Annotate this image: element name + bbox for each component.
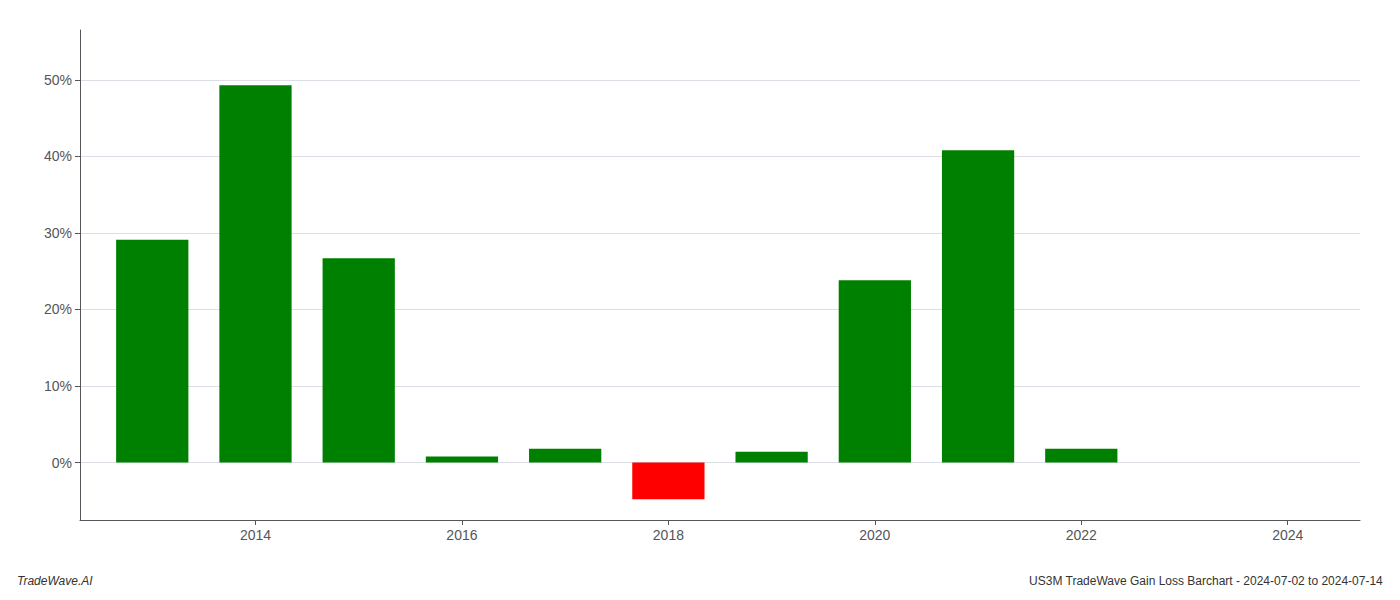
svg-text:30%: 30% — [44, 225, 72, 241]
svg-text:20%: 20% — [44, 301, 72, 317]
svg-text:2024: 2024 — [1272, 527, 1303, 543]
svg-text:10%: 10% — [44, 378, 72, 394]
svg-text:40%: 40% — [44, 148, 72, 164]
svg-text:2020: 2020 — [859, 527, 890, 543]
svg-text:2014: 2014 — [240, 527, 271, 543]
svg-text:2018: 2018 — [653, 527, 684, 543]
svg-text:0%: 0% — [52, 455, 72, 471]
svg-text:TradeWave.AI: TradeWave.AI — [17, 574, 93, 588]
svg-text:50%: 50% — [44, 72, 72, 88]
svg-text:2016: 2016 — [446, 527, 477, 543]
svg-text:US3M TradeWave Gain Loss Barch: US3M TradeWave Gain Loss Barchart - 2024… — [1029, 574, 1383, 588]
svg-text:2022: 2022 — [1066, 527, 1097, 543]
